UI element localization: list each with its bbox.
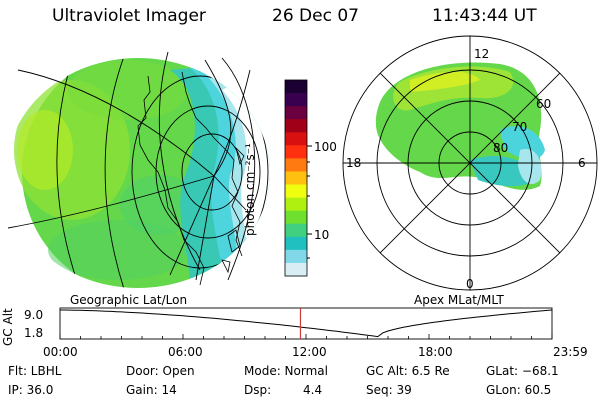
altitude-curve xyxy=(60,309,552,338)
mlat-label-80: 80 xyxy=(493,141,509,155)
apex-polar-image xyxy=(342,35,598,291)
colorbar-stripe xyxy=(285,171,307,186)
status-glat: GLat: −68.1 xyxy=(486,364,559,378)
colorbar-stripe xyxy=(285,80,307,94)
status-glon: GLon: 60.5 xyxy=(486,383,552,397)
colorbar-stripe xyxy=(285,145,307,159)
colorbar-stripe xyxy=(285,197,307,212)
status-gc-alt: GC Alt: 6.5 Re xyxy=(366,364,450,378)
mlt-label-6: 6 xyxy=(578,156,586,170)
mlat-label-60: 60 xyxy=(536,97,552,111)
instrument-title: Ultraviolet Imager xyxy=(52,6,206,26)
colorbar-stripe xyxy=(285,119,307,133)
colorbar-stripe xyxy=(285,184,307,199)
colorbar-units: photon cm⁻²s⁻¹ xyxy=(243,143,257,236)
status-dsp-value: 4.4 xyxy=(303,383,323,397)
apex-caption: Apex MLat/MLT xyxy=(414,293,504,307)
colorbar-stripe xyxy=(285,106,307,120)
colorbar-stripe xyxy=(285,236,307,251)
mlt-label-12: 12 xyxy=(474,47,490,61)
mlat-label-70: 70 xyxy=(512,120,528,134)
geographic-caption: Geographic Lat/Lon xyxy=(70,293,188,307)
status-seq: Seq: 39 xyxy=(366,383,412,397)
mlt-label-18: 18 xyxy=(346,156,362,170)
status-filter: Flt: LBHL xyxy=(8,364,62,378)
colorbar-stripe xyxy=(285,132,307,146)
timeline-ylabel: GC Alt xyxy=(1,308,15,346)
status-ip: IP: 36.0 xyxy=(8,383,54,397)
colorbar-stripe xyxy=(285,158,307,173)
colorbar-stripe xyxy=(285,93,307,107)
colorbar-stripe xyxy=(285,210,307,225)
colorbar-tick-100: 100 xyxy=(314,140,337,154)
status-door: Door: Open xyxy=(126,364,195,378)
date-label: 26 Dec 07 xyxy=(272,6,359,26)
polar-grid xyxy=(342,35,598,291)
geo-grid xyxy=(7,51,269,288)
xtick-2359: 23:59 xyxy=(553,345,588,359)
colorbar-tick-10: 10 xyxy=(314,228,330,242)
colorbar-stripe xyxy=(285,249,307,264)
xtick-1200: 12:00 xyxy=(292,345,327,359)
status-dsp: Dsp: xyxy=(244,383,272,397)
status-mode: Mode: Normal xyxy=(244,364,328,378)
mlt-label-0: 0 xyxy=(466,277,474,291)
time-label: 11:43:44 UT xyxy=(432,6,537,26)
timeline-ytick-high: 9.0 xyxy=(24,308,44,322)
xtick-0000: 00:00 xyxy=(43,345,78,359)
status-gain: Gain: 14 xyxy=(126,383,177,397)
timeline-ytick-low: 1.8 xyxy=(24,326,44,340)
altitude-timeline xyxy=(59,307,553,340)
color-scale xyxy=(284,79,312,277)
xtick-1800: 18:00 xyxy=(418,345,453,359)
colorbar-stripe xyxy=(285,223,307,238)
geographic-image xyxy=(7,51,270,288)
colorbar-stripe xyxy=(285,262,307,277)
xtick-0600: 06:00 xyxy=(168,345,203,359)
